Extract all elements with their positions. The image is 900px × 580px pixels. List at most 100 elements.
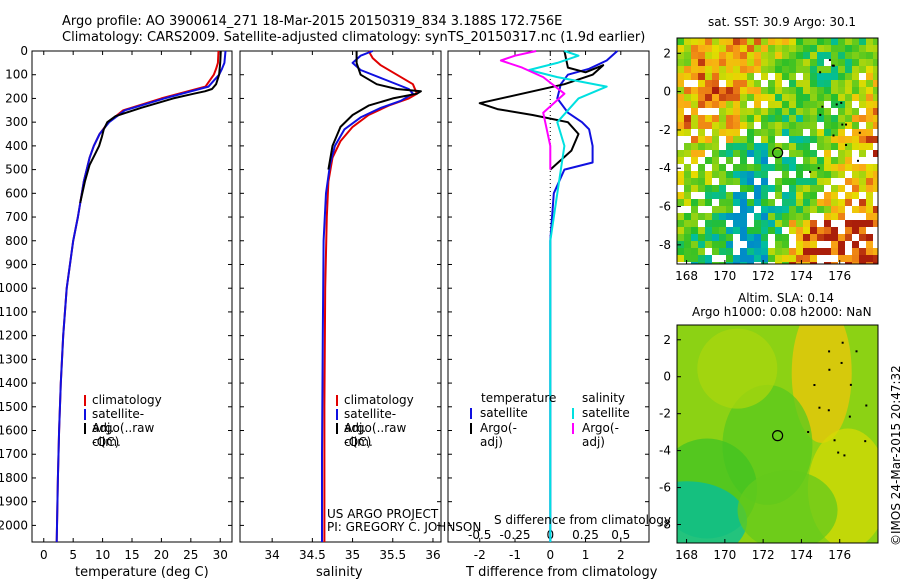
sst-map-title: sat. SST: 30.9 Argo: 30.1 (708, 15, 857, 29)
difference-frame (447, 50, 650, 543)
island-dot (865, 404, 868, 407)
series-line-climatology (323, 50, 418, 542)
island-dot (840, 101, 843, 104)
x-tick-label: 172 (752, 548, 775, 562)
x-tick-label: 168 (675, 548, 698, 562)
x-tick-label: 35.5 (379, 548, 406, 562)
series-line-satellite-adj-clim- (321, 50, 414, 542)
x-tick-label: 176 (828, 269, 851, 283)
y-tick-label: 1900 (0, 495, 28, 509)
series-line-t-satellite (549, 50, 618, 542)
island-dot (813, 384, 816, 387)
x-tick-label: 170 (713, 269, 736, 283)
x-tick-label: 0 (546, 548, 554, 562)
x-tick-label: 0 (40, 548, 48, 562)
pi-credit: PI: GREGORY C. JOHNSON (327, 520, 482, 534)
legend-swatch-satellite (336, 409, 338, 420)
y-tick-label: -4 (659, 444, 671, 458)
series-line-s-argo-adj- (499, 50, 566, 170)
legend-swatch-climatology (336, 395, 338, 406)
legend-swatch-t-satellite (470, 408, 472, 419)
island-dot (832, 64, 835, 67)
x-tick-label: 34 (265, 548, 280, 562)
island-dot (849, 383, 852, 386)
x-tick-label: 35 (345, 548, 360, 562)
x-tick-label: 1 (582, 548, 590, 562)
island-dot (837, 451, 840, 454)
x-tick-label: 25 (183, 548, 198, 562)
x-tick-label: 36 (425, 548, 440, 562)
legend-swatch-s-argo (572, 423, 574, 434)
y-tick-label: 1800 (0, 471, 28, 485)
island-dot (819, 71, 822, 74)
island-dot (833, 439, 836, 442)
salinity-frame (239, 50, 442, 543)
island-dot (855, 350, 858, 353)
x-tick-label: 176 (828, 548, 851, 562)
x-tick-label: 172 (752, 269, 775, 283)
island-dot (856, 159, 859, 162)
y-tick-label: 1000 (0, 281, 28, 295)
x-tick-label: 170 (713, 548, 736, 562)
y-tick-label: 300 (5, 115, 28, 129)
y-tick-label: 1600 (0, 424, 28, 438)
difference-legend-title-right: salinity (582, 391, 626, 405)
series-line-s-satellite (528, 50, 608, 542)
y-tick-label: 1500 (0, 400, 28, 414)
island-dot (858, 131, 861, 134)
y-tick-label: 2 (663, 46, 671, 60)
y-tick-label: 0 (20, 44, 28, 58)
legend-swatch-s-satellite (572, 408, 574, 419)
legend-swatch-argo (84, 423, 86, 434)
x-tick-label: 2 (617, 548, 625, 562)
x-tick-label: 34.5 (299, 548, 326, 562)
title-line-1: Argo profile: AO 3900614_271 18-Mar-2015… (62, 14, 563, 29)
x-tick-label: 20 (154, 548, 169, 562)
s-tick-label: -0.5 (468, 528, 491, 542)
argo-position-marker (772, 430, 784, 442)
legend-swatch-satellite (84, 409, 86, 420)
series-line-argo-raw-qc- (79, 50, 222, 204)
sst_map-frame (676, 37, 879, 265)
x-tick-label: 174 (790, 548, 813, 562)
imos-credit: ©IMOS 24-Mar-2015 20:47:32 (889, 365, 900, 546)
legend-label: satellite (480, 406, 528, 420)
island-dot (827, 409, 830, 412)
x-tick-label: 5 (69, 548, 77, 562)
island-dot (845, 123, 848, 126)
island-dot (832, 134, 835, 137)
argo-position-marker (772, 147, 784, 159)
y-tick-label: -6 (659, 481, 671, 495)
island-dot (864, 440, 867, 443)
salinity-xlabel: salinity (316, 565, 363, 580)
legend-label: satellite-adj. clim. (92, 407, 145, 449)
map-sla_map: 168 170 172 174 176 2 0 -2 -4 -6 -8 (659, 324, 879, 562)
sla_map-field (677, 325, 878, 543)
series-line-satellite-adj-clim- (55, 50, 227, 543)
island-dot (807, 431, 810, 434)
legend-label: Argo(-adj) (480, 421, 517, 449)
x-tick-label: 30 (213, 548, 228, 562)
y-tick-label: 900 (5, 257, 28, 271)
legend-label: satellite-adj. clim. (344, 407, 397, 449)
island-dot (843, 454, 846, 457)
y-tick-label: 500 (5, 163, 28, 177)
island-dot (835, 103, 838, 106)
x-tick-label: 15 (124, 548, 139, 562)
temperature-frame (31, 50, 233, 543)
y-tick-label: 1200 (0, 329, 28, 343)
s-tick-label: 0.25 (572, 528, 599, 542)
island-dot (818, 406, 821, 409)
t-difference-xlabel: T difference from climatology (466, 565, 658, 580)
y-tick-label: 800 (5, 234, 28, 248)
island-dot (828, 368, 831, 371)
island-dot (819, 113, 822, 116)
y-tick-label: 2 (663, 333, 671, 347)
legend-label: Argo(..raw -QC) (92, 421, 155, 449)
y-tick-label: -2 (659, 123, 671, 137)
s-tick-label: -0.25 (499, 528, 530, 542)
panel-temperature: 0100200300400500600700800900100011001200… (0, 44, 233, 562)
x-tick-label: -1 (509, 548, 521, 562)
y-tick-label: 200 (5, 91, 28, 105)
